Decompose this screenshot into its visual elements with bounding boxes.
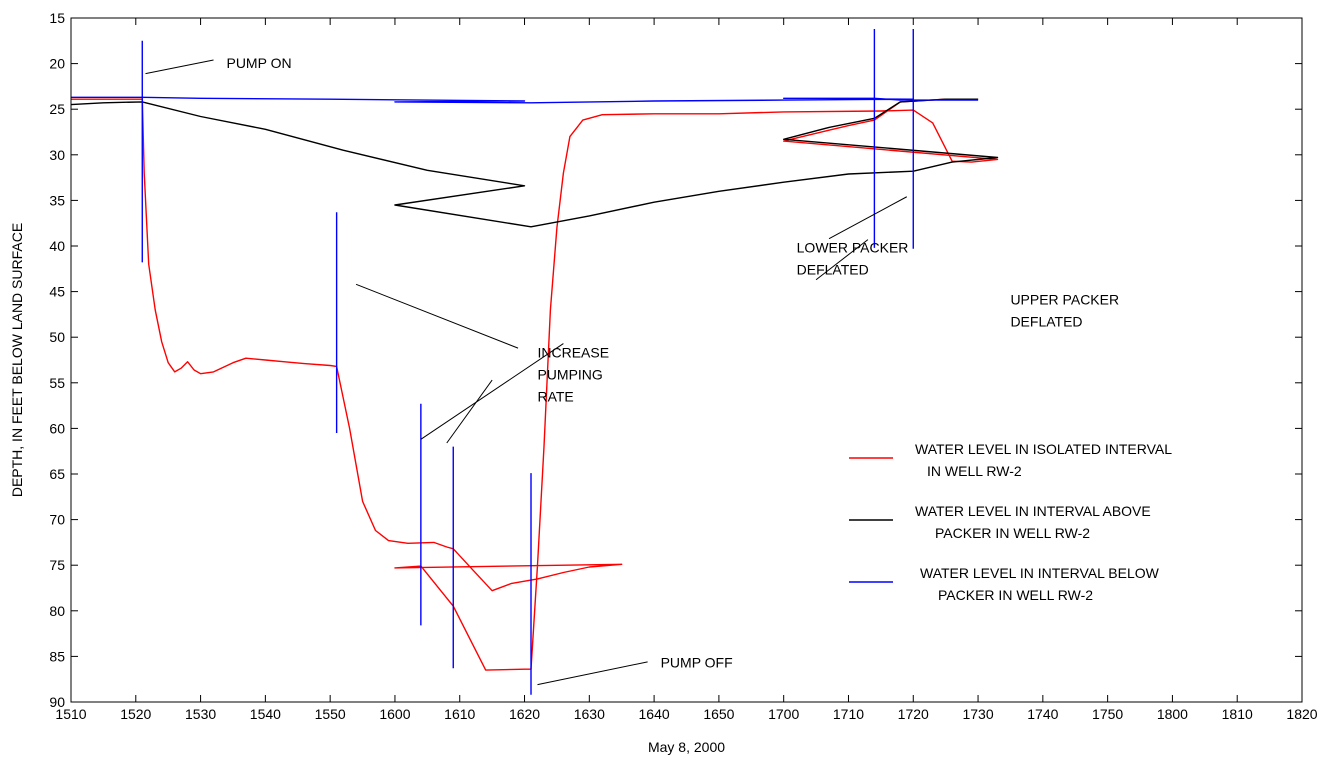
annotation-leader-line (446, 379, 493, 444)
y-tick-label: 65 (49, 466, 65, 482)
x-tick-label: 1610 (444, 706, 475, 722)
x-tick-label: 1520 (120, 706, 151, 722)
annotation-text: INCREASE (537, 344, 609, 360)
x-tick-label: 1540 (250, 706, 281, 722)
x-tick-label: 1620 (509, 706, 540, 722)
x-tick-label: 1700 (768, 706, 799, 722)
legend-label: PACKER IN WELL RW-2 (938, 587, 1093, 603)
y-tick-label: 25 (49, 101, 65, 117)
legend-label: WATER LEVEL IN INTERVAL BELOW (920, 565, 1160, 581)
x-tick-label: 1720 (898, 706, 929, 722)
y-tick-label: 35 (49, 192, 65, 208)
plot-frame (70, 17, 1303, 703)
annotation-text: DEFLATED (797, 261, 869, 277)
annotation-text: PUMPING (537, 366, 602, 382)
y-tick-label: 45 (49, 284, 65, 300)
x-tick-label: 1600 (379, 706, 410, 722)
annotation-leader-line (815, 239, 869, 281)
annotation-text: UPPER PACKER (1010, 291, 1119, 307)
annotation-leader-line (537, 661, 648, 686)
series-layer (70, 96, 999, 671)
y-tick-label: 50 (49, 329, 65, 345)
y-tick-label: 75 (49, 557, 65, 573)
legend: WATER LEVEL IN ISOLATED INTERVAL IN WELL … (849, 441, 1172, 603)
annotation-leader-line (145, 59, 214, 75)
y-tick-label: 85 (49, 648, 65, 664)
y-tick-label: 60 (49, 420, 65, 436)
y-tick-label: 30 (49, 147, 65, 163)
x-tick-label: 1640 (639, 706, 670, 722)
annotation-text: PUMP OFF (661, 654, 733, 670)
series-line-1 (71, 98, 999, 671)
x-tick-label: 1530 (185, 706, 216, 722)
annotation-text: PUMP ON (226, 55, 291, 71)
legend-label: WATER LEVEL IN ISOLATED INTERVAL (915, 441, 1172, 457)
x-tick-label: 1510 (55, 706, 86, 722)
annotation-text: LOWER PACKER (797, 239, 909, 255)
y-tick-label: 90 (49, 694, 65, 710)
y-tick-label: 70 (49, 512, 65, 528)
annotation-layer: PUMP ON INCREASE PUMPING RATE PUMP OFF LOWER … (145, 55, 1119, 686)
series-line-3 (71, 96, 979, 104)
event-marker-layer (141, 28, 914, 695)
legend-label: IN WELL RW-2 (927, 463, 1022, 479)
legend-label: PACKER IN WELL RW-2 (935, 525, 1090, 541)
annotation-leader-line (828, 196, 908, 240)
annotation-leader-line (355, 283, 519, 349)
legend-label: WATER LEVEL IN INTERVAL ABOVE (915, 503, 1151, 519)
annotation-text: RATE (537, 388, 573, 404)
y-tick-label: 55 (49, 375, 65, 391)
x-tick-label: 1800 (1157, 706, 1188, 722)
y-axis-title: DEPTH, IN FEET BELOW LAND SURFACE (9, 223, 25, 497)
annotation-text: DEFLATED (1010, 313, 1082, 329)
y-tick-label: 40 (49, 238, 65, 254)
x-tick-label: 1820 (1286, 706, 1317, 722)
annotation-leader-line (420, 343, 564, 440)
y-tick-label: 80 (49, 603, 65, 619)
x-axis-title: May 8, 2000 (648, 739, 725, 755)
series-line-2 (70, 98, 999, 228)
y-tick-label: 20 (49, 56, 65, 72)
x-tick-label: 1810 (1222, 706, 1253, 722)
y-tick-label: 15 (49, 10, 65, 26)
x-tick-label: 1650 (703, 706, 734, 722)
x-tick-label: 1710 (833, 706, 864, 722)
axes: 1510 1520 1530 1540 1550 1600 1610 1620 1630 1640… (49, 10, 1317, 722)
x-tick-label: 1630 (574, 706, 605, 722)
x-tick-label: 1550 (315, 706, 346, 722)
x-tick-label: 1730 (962, 706, 993, 722)
x-tick-label: 1740 (1027, 706, 1058, 722)
x-tick-label: 1750 (1092, 706, 1123, 722)
